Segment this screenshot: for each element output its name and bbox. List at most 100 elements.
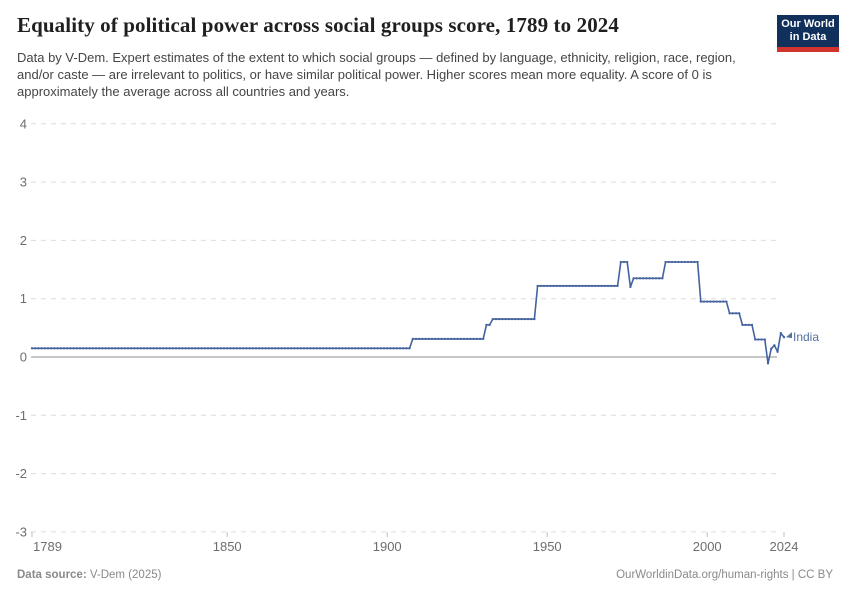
chart-footer: Data source: V-Dem (2025) OurWorldinData… <box>17 569 833 581</box>
data-point-marker <box>350 347 354 350</box>
data-point-marker <box>328 347 331 350</box>
data-point-marker <box>325 347 328 350</box>
data-point-marker <box>146 347 149 350</box>
data-point-marker <box>34 347 37 350</box>
data-point-marker <box>155 347 158 350</box>
data-point-marker <box>347 347 350 350</box>
y-axis-tick-label: 1 <box>20 291 27 306</box>
data-point-marker <box>72 347 75 350</box>
data-point-marker <box>533 317 536 321</box>
data-point-marker <box>482 337 485 341</box>
owid-url-license-link[interactable]: OurWorldinData.org/human-rights | CC BY <box>616 569 833 581</box>
data-point-marker <box>219 347 222 350</box>
data-point-marker <box>149 347 152 350</box>
data-point-marker <box>251 347 254 350</box>
data-point-marker <box>312 347 315 350</box>
data-point-marker <box>568 284 571 288</box>
data-point-marker <box>354 347 357 350</box>
data-point-marker <box>142 347 146 350</box>
data-point-marker <box>629 285 632 289</box>
data-point-marker <box>514 317 517 321</box>
data-point-marker <box>661 277 664 280</box>
data-source-value: V-Dem (2025) <box>86 569 162 581</box>
data-point-marker <box>104 347 107 350</box>
data-point-marker <box>40 347 43 350</box>
x-axis-tick-label: 1850 <box>213 539 242 554</box>
data-point-marker <box>174 347 178 350</box>
data-point-marker <box>376 347 379 350</box>
data-point-marker <box>181 347 184 350</box>
owid-logo[interactable]: Our World in Data <box>777 15 839 47</box>
data-point-marker <box>213 347 216 350</box>
data-point-marker <box>427 337 430 341</box>
data-point-marker <box>126 347 130 350</box>
data-point-marker <box>59 347 62 350</box>
x-axis-tick-label: 2024 <box>770 539 799 554</box>
data-point-marker <box>565 284 568 288</box>
plot-area[interactable] <box>31 124 777 532</box>
data-point-marker <box>632 277 635 280</box>
y-axis-tick-label: 3 <box>20 175 27 190</box>
data-point-marker <box>123 347 126 350</box>
series-label-india[interactable]: India <box>793 330 819 344</box>
data-point-marker <box>46 347 50 350</box>
y-axis-tick-label: -2 <box>15 466 27 481</box>
data-point-marker <box>597 284 600 288</box>
data-point-marker <box>555 284 558 288</box>
x-axis-tick-label: 1950 <box>533 539 562 554</box>
data-point-marker <box>184 347 187 350</box>
data-point-marker <box>53 347 56 350</box>
data-point-marker <box>654 277 658 280</box>
data-point-marker <box>286 347 290 350</box>
data-point-marker <box>616 284 619 288</box>
data-point-marker <box>424 337 427 341</box>
data-point-marker <box>747 323 750 327</box>
data-point-marker <box>379 347 382 350</box>
data-point-marker <box>453 337 456 341</box>
data-point-marker <box>245 347 248 350</box>
data-point-marker <box>165 347 168 350</box>
data-point-marker <box>702 300 706 303</box>
data-point-marker <box>776 350 779 353</box>
data-point-marker <box>331 347 334 350</box>
data-point-marker <box>638 277 642 280</box>
data-point-marker <box>382 347 386 350</box>
data-point-marker <box>712 300 715 303</box>
x-axis-tick-label: 1900 <box>373 539 402 554</box>
data-point-marker <box>222 347 226 350</box>
data-point-marker <box>690 260 693 264</box>
data-point-marker <box>322 347 325 350</box>
data-point-marker <box>773 344 776 347</box>
data-point-marker <box>718 300 722 303</box>
data-point-marker <box>686 260 690 264</box>
data-point-marker <box>469 337 472 341</box>
data-point-marker <box>370 347 373 350</box>
data-point-marker <box>520 317 523 321</box>
data-point-marker <box>395 347 398 350</box>
x-axis-tick-label: 2000 <box>693 539 722 554</box>
data-point-marker <box>69 347 72 350</box>
data-point-marker <box>578 284 581 288</box>
data-point-marker <box>162 347 165 350</box>
data-point-marker <box>770 347 773 350</box>
data-point-marker <box>392 347 395 350</box>
data-source-label: Data source: <box>17 569 87 581</box>
data-point-marker <box>402 347 405 350</box>
data-point-marker <box>670 260 674 264</box>
data-point-marker <box>699 300 702 303</box>
data-point-marker <box>258 347 261 350</box>
data-point-marker <box>635 277 638 280</box>
data-point-marker <box>421 337 424 341</box>
data-point-marker <box>725 300 728 303</box>
data-point-marker <box>584 284 587 288</box>
y-axis-tick-label: 4 <box>20 116 27 131</box>
data-point-marker <box>178 347 181 350</box>
data-point-marker <box>677 260 680 264</box>
data-point-marker <box>734 312 738 315</box>
data-point-marker <box>418 337 421 341</box>
data-point-marker <box>158 347 162 350</box>
data-point-marker <box>318 347 322 350</box>
data-point-marker <box>114 347 117 350</box>
data-point-marker <box>552 284 555 288</box>
owid-logo-line1: Our World <box>781 18 835 30</box>
